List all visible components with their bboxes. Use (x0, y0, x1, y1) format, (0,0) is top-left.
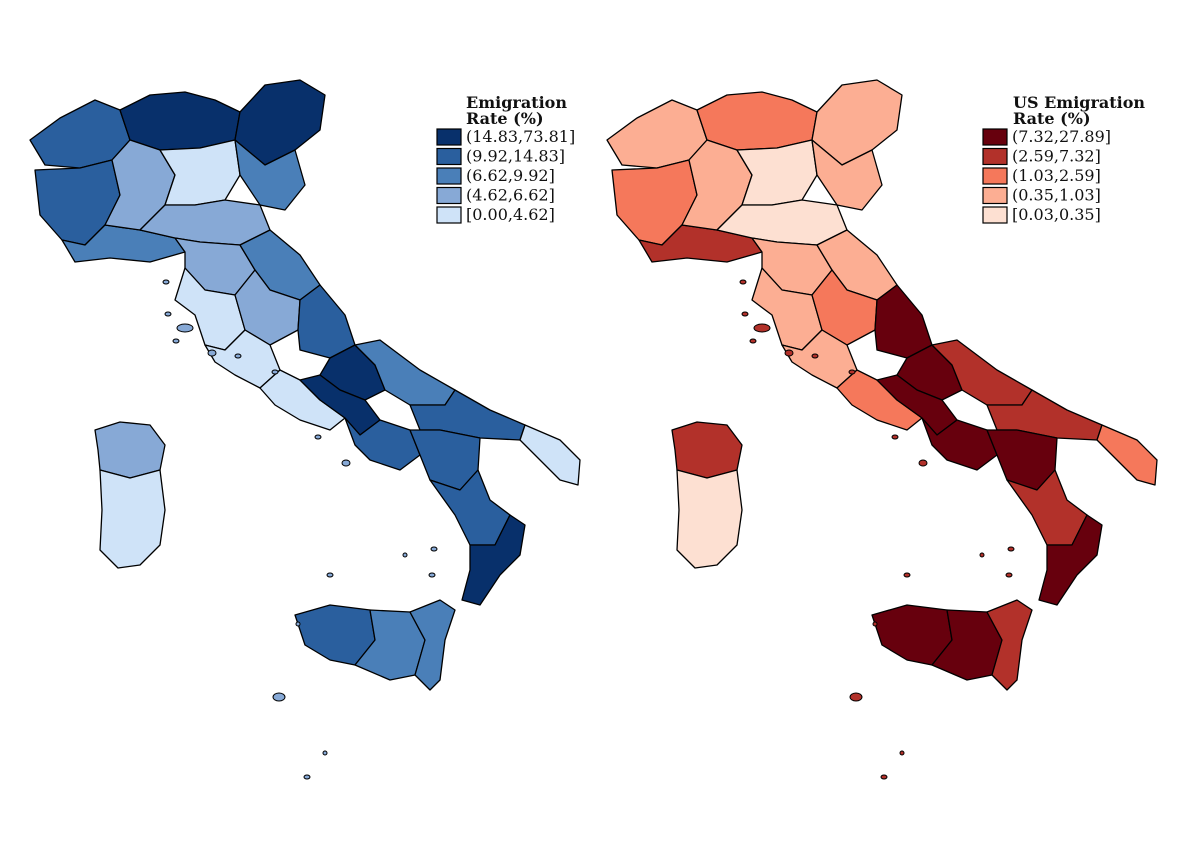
legend-title-line1: US Emigration (1013, 93, 1145, 112)
region-alps_central (119, 91, 241, 151)
region-sicily_east (986, 599, 1033, 691)
islet (1007, 546, 1015, 552)
region-abruzzo (874, 284, 933, 359)
region-alps_central (696, 91, 818, 151)
islet (162, 279, 170, 285)
region-sardinia_south (676, 469, 743, 569)
islet (811, 353, 819, 359)
legend-swatch (982, 186, 1008, 205)
islet (322, 750, 328, 756)
legend-swatch (982, 206, 1008, 224)
islet (172, 338, 180, 344)
islet (918, 459, 928, 467)
legend-title-line2: Rate (%) (1013, 109, 1091, 128)
islet (428, 572, 436, 578)
islet (341, 459, 351, 467)
islet (176, 323, 194, 333)
map-emigration (29, 79, 581, 780)
legend-label: (14.83,73.81] (466, 127, 575, 146)
legend-label: (4.62,6.62] (466, 186, 555, 205)
legend-label: (2.59,7.32] (1012, 147, 1101, 166)
islet (739, 279, 747, 285)
islet (326, 572, 334, 578)
legend-swatch (982, 167, 1008, 185)
region-veneto (811, 139, 883, 211)
legend-label: (1.03,2.59] (1012, 166, 1101, 185)
legend-swatch (982, 147, 1008, 166)
islet (430, 546, 438, 552)
region-abruzzo (297, 284, 356, 359)
region-salento (1096, 424, 1158, 486)
region-salento (519, 424, 581, 486)
islet (891, 434, 899, 440)
legend-swatch (436, 128, 462, 146)
legend-swatch (436, 167, 462, 185)
islet (272, 692, 286, 702)
legend-swatch (436, 206, 462, 224)
region-sardinia_north (94, 421, 166, 479)
islet (314, 434, 322, 440)
islet (903, 572, 911, 578)
legend-swatch (436, 147, 462, 166)
region-calabria_south (1038, 514, 1103, 606)
islet (899, 750, 905, 756)
legend-label: (6.62,9.92] (466, 166, 555, 185)
map-us_emigration (606, 79, 1158, 780)
islet (741, 311, 749, 317)
legend-swatch (436, 186, 462, 205)
region-calabria_south (461, 514, 526, 606)
islet (164, 311, 172, 317)
region-umbria (811, 269, 878, 346)
islet (872, 621, 878, 627)
legend-label: (7.32,27.89] (1012, 127, 1111, 146)
islet (402, 552, 408, 558)
islet (1005, 572, 1013, 578)
legend-title-line2: Rate (%) (466, 109, 544, 128)
islet (295, 621, 301, 627)
islet (234, 353, 242, 359)
legend-label: [0.03,0.35] (1012, 205, 1101, 224)
islet (848, 369, 856, 375)
islet (753, 323, 771, 333)
islet (880, 774, 888, 780)
region-sicily_east (409, 599, 456, 691)
islet (784, 349, 794, 357)
region-veneto (234, 139, 306, 211)
legend-title-line1: Emigration (466, 93, 567, 112)
legend-swatch (982, 128, 1008, 146)
islet (749, 338, 757, 344)
islet (271, 369, 279, 375)
region-sardinia_south (99, 469, 166, 569)
islet (207, 349, 217, 357)
legend-label: [0.00,4.62] (466, 205, 555, 224)
legend-label: (0.35,1.03] (1012, 186, 1101, 205)
legend-label: (9.92,14.83] (466, 147, 565, 166)
region-umbria (234, 269, 301, 346)
islet (849, 692, 863, 702)
islet (979, 552, 985, 558)
region-sardinia_north (671, 421, 743, 479)
islet (303, 774, 311, 780)
